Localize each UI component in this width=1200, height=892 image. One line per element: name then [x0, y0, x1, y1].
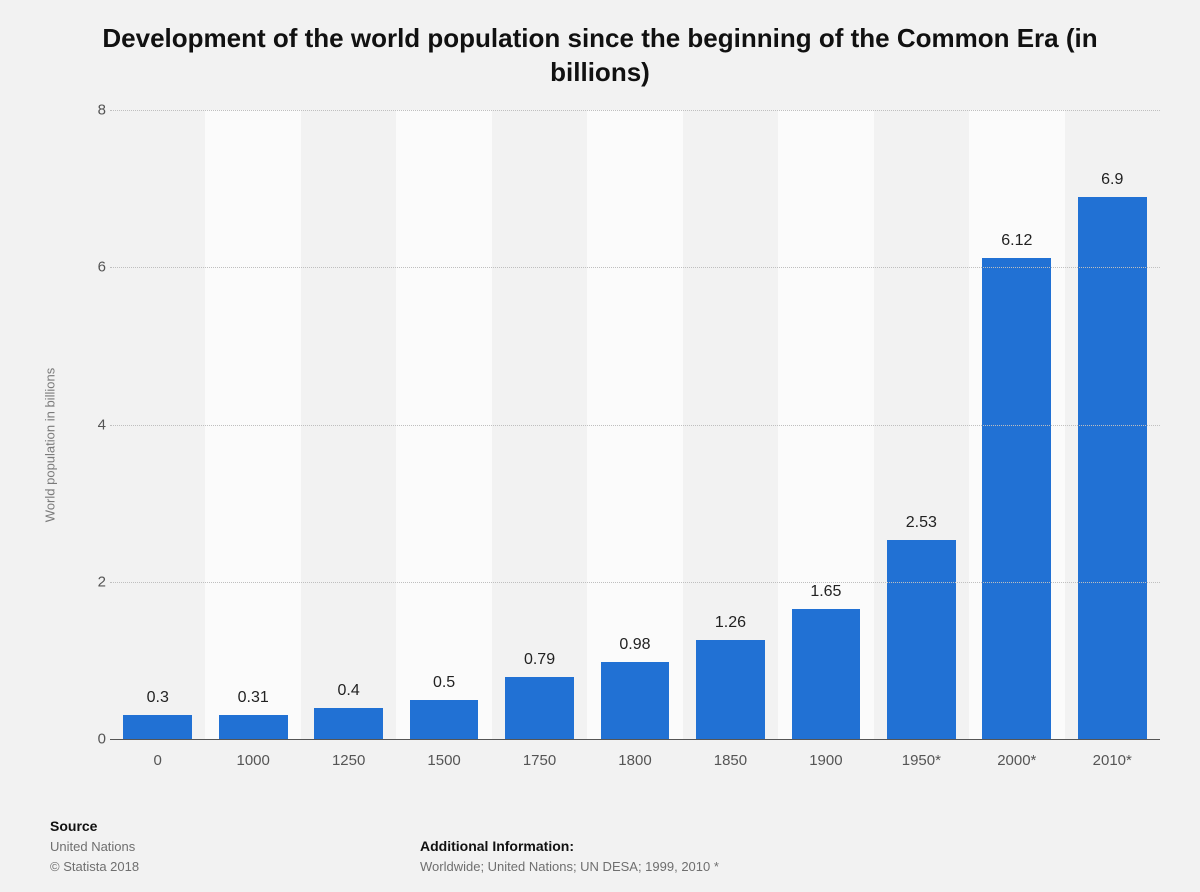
x-tick-label: 1900	[778, 740, 873, 780]
bar: 0.31	[219, 715, 288, 739]
x-tick-label: 1250	[301, 740, 396, 780]
footer-additional: Additional Information: Worldwide; Unite…	[420, 836, 719, 877]
x-tick-label: 1750	[492, 740, 587, 780]
x-tick-label: 1800	[587, 740, 682, 780]
bar-value-label: 1.26	[715, 614, 746, 632]
bar-value-label: 6.12	[1001, 232, 1032, 250]
additional-text: Worldwide; United Nations; UN DESA; 1999…	[420, 857, 719, 877]
x-tick-label: 2010*	[1065, 740, 1160, 780]
bar: 6.9	[1078, 197, 1147, 740]
y-tick-label: 6	[82, 259, 106, 276]
bar-value-label: 1.65	[810, 583, 841, 601]
bar: 1.26	[696, 640, 765, 739]
bar-value-label: 0.79	[524, 651, 555, 669]
chart-container: Development of the world population sinc…	[0, 0, 1200, 892]
footer-source: Source United Nations © Statista 2018	[50, 816, 139, 876]
source-text: United Nations	[50, 837, 139, 857]
bar-value-label: 0.3	[147, 689, 169, 707]
x-tick-label: 1000	[205, 740, 300, 780]
gridline	[110, 425, 1160, 426]
bar-value-label: 0.4	[338, 682, 360, 700]
bar: 6.12	[982, 258, 1051, 739]
bar: 0.3	[123, 715, 192, 739]
bar-value-label: 0.5	[433, 674, 455, 692]
x-axis-labels: 010001250150017501800185019001950*2000*2…	[110, 740, 1160, 780]
additional-heading: Additional Information:	[420, 836, 719, 857]
bar: 0.98	[601, 662, 670, 739]
bar: 0.5	[410, 700, 479, 739]
bar-value-label: 2.53	[906, 514, 937, 532]
bar: 2.53	[887, 540, 956, 739]
bar: 0.79	[505, 677, 574, 739]
bar-value-label: 6.9	[1101, 171, 1123, 189]
bar-value-label: 0.31	[238, 689, 269, 707]
source-heading: Source	[50, 816, 139, 837]
x-tick-label: 1500	[396, 740, 491, 780]
y-tick-label: 2	[82, 573, 106, 590]
plot-region: 0.3 0.31 0.4 0.5 0.79 0.98 1.26 1.65 2.53 6.12 6.9…	[110, 110, 1160, 740]
x-tick-label: 0	[110, 740, 205, 780]
x-tick-label: 1850	[683, 740, 778, 780]
copyright-text: © Statista 2018	[50, 857, 139, 877]
bar-value-label: 0.98	[619, 636, 650, 654]
gridline	[110, 267, 1160, 268]
x-tick-label: 1950*	[874, 740, 969, 780]
gridline	[110, 582, 1160, 583]
chart-title: Development of the world population sinc…	[0, 0, 1200, 90]
y-tick-label: 0	[82, 731, 106, 748]
x-tick-label: 2000*	[969, 740, 1064, 780]
bar: 0.4	[314, 708, 383, 739]
bar: 1.65	[792, 609, 861, 739]
y-tick-label: 8	[82, 102, 106, 119]
y-tick-label: 4	[82, 416, 106, 433]
chart-area: World population in billions 0.30.310.40…	[50, 110, 1160, 780]
gridline	[110, 110, 1160, 111]
y-axis-label: World population in billions	[43, 368, 58, 522]
